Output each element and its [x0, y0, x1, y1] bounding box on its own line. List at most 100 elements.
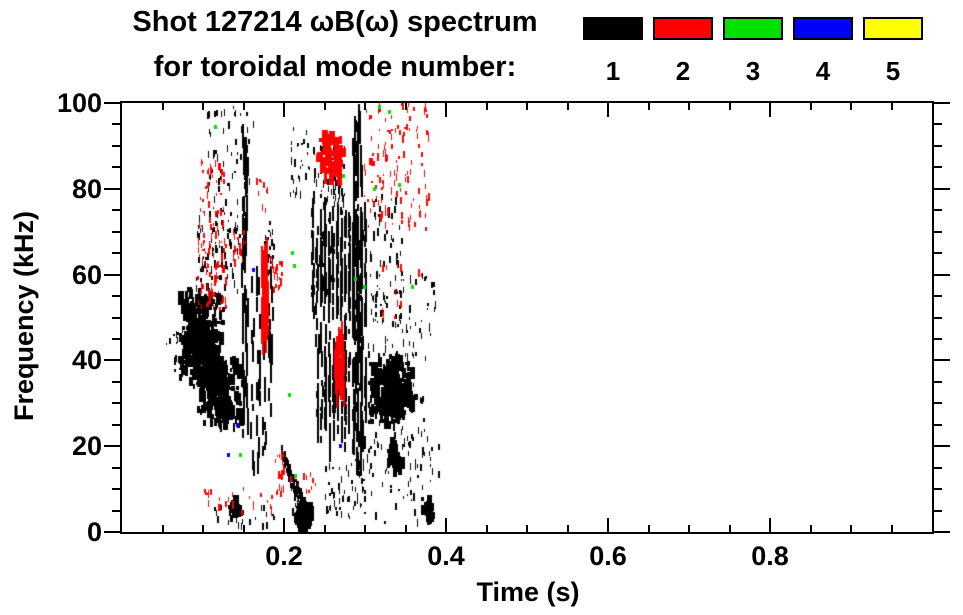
y-axis-title: Frequency (kHz) — [9, 210, 39, 422]
x-major-tick — [769, 518, 771, 532]
y-minor-tick-right — [934, 123, 942, 125]
legend-label-mode-2: 2 — [675, 56, 691, 86]
y-minor-tick-right — [934, 424, 942, 426]
legend-swatch-mode-4 — [793, 17, 853, 40]
y-minor-tick — [112, 510, 120, 512]
x-tick-label-0.4: 0.4 — [427, 541, 465, 571]
y-minor-tick — [112, 467, 120, 469]
y-minor-tick — [112, 488, 120, 490]
y-minor-tick — [112, 338, 120, 340]
y-minor-tick-right — [934, 338, 942, 340]
y-major-tick-right — [934, 102, 950, 104]
y-minor-tick-right — [934, 295, 942, 297]
x-minor-tick — [202, 525, 204, 532]
x-tick-label-0.6: 0.6 — [589, 541, 627, 571]
x-minor-tick-top — [850, 103, 852, 110]
x-minor-tick-top — [567, 103, 569, 110]
x-tick-label-0.8: 0.8 — [751, 541, 789, 571]
x-minor-tick-top — [729, 103, 731, 110]
x-major-tick-top — [607, 103, 609, 117]
y-minor-tick — [112, 231, 120, 233]
y-minor-tick — [112, 317, 120, 319]
x-minor-tick — [526, 525, 528, 532]
y-tick-label-60: 60 — [71, 260, 102, 290]
y-minor-tick-right — [934, 209, 942, 211]
y-minor-tick — [112, 123, 120, 125]
y-minor-tick-right — [934, 252, 942, 254]
y-major-tick-right — [934, 188, 950, 190]
x-minor-tick-top — [324, 103, 326, 110]
y-minor-tick-right — [934, 166, 942, 168]
y-tick-label-100: 100 — [56, 88, 102, 118]
y-minor-tick-right — [934, 467, 942, 469]
legend-label-mode-5: 5 — [885, 56, 901, 86]
x-minor-tick — [324, 525, 326, 532]
x-minor-tick-top — [891, 103, 893, 110]
y-minor-tick-right — [934, 145, 942, 147]
x-minor-tick — [729, 525, 731, 532]
y-major-tick-right — [934, 531, 950, 533]
y-major-tick — [104, 102, 120, 104]
legend-swatch-mode-1 — [583, 17, 643, 40]
x-minor-tick-top — [648, 103, 650, 110]
legend-swatch-mode-3 — [723, 17, 783, 40]
y-minor-tick-right — [934, 510, 942, 512]
x-minor-tick — [243, 525, 245, 532]
x-minor-tick-top — [486, 103, 488, 110]
x-minor-tick — [648, 525, 650, 532]
y-tick-label-80: 80 — [71, 174, 102, 204]
chart-title-line1: Shot 127214 ωB(ω) spectrum — [132, 6, 538, 38]
x-minor-tick — [486, 525, 488, 532]
x-major-tick-top — [769, 103, 771, 117]
x-minor-tick-top — [810, 103, 812, 110]
y-minor-tick — [112, 209, 120, 211]
x-minor-tick — [405, 525, 407, 532]
y-major-tick — [104, 274, 120, 276]
x-tick-label-0.2: 0.2 — [265, 541, 303, 571]
y-tick-label-40: 40 — [71, 345, 102, 375]
y-minor-tick — [112, 252, 120, 254]
y-minor-tick — [112, 402, 120, 404]
x-minor-tick — [688, 525, 690, 532]
x-minor-tick — [162, 525, 164, 532]
legend-swatch-mode-5 — [863, 17, 923, 40]
y-minor-tick — [112, 166, 120, 168]
x-minor-tick — [810, 525, 812, 532]
y-major-tick — [104, 445, 120, 447]
y-minor-tick — [112, 295, 120, 297]
x-minor-tick-top — [526, 103, 528, 110]
y-minor-tick — [112, 145, 120, 147]
y-minor-tick-right — [934, 231, 942, 233]
x-minor-tick — [891, 525, 893, 532]
x-axis-title: Time (s) — [476, 577, 580, 607]
y-major-tick-right — [934, 359, 950, 361]
y-major-tick — [104, 188, 120, 190]
x-major-tick — [445, 518, 447, 532]
y-minor-tick-right — [934, 381, 942, 383]
spectrogram-data-canvas — [122, 103, 932, 532]
x-major-tick-top — [283, 103, 285, 117]
x-minor-tick — [364, 525, 366, 532]
y-minor-tick-right — [934, 317, 942, 319]
y-tick-label-0: 0 — [86, 517, 102, 547]
chart-title-line2: for toroidal mode number: — [153, 51, 517, 83]
y-minor-tick-right — [934, 402, 942, 404]
x-major-tick-top — [445, 103, 447, 117]
x-major-tick — [607, 518, 609, 532]
y-major-tick-right — [934, 445, 950, 447]
x-minor-tick — [567, 525, 569, 532]
x-minor-tick-top — [405, 103, 407, 110]
x-major-tick — [283, 518, 285, 532]
y-minor-tick — [112, 424, 120, 426]
y-major-tick — [104, 531, 120, 533]
y-major-tick — [104, 359, 120, 361]
y-tick-label-20: 20 — [71, 431, 102, 461]
x-minor-tick-top — [688, 103, 690, 110]
x-minor-tick-top — [162, 103, 164, 110]
y-major-tick-right — [934, 274, 950, 276]
x-minor-tick-top — [243, 103, 245, 110]
legend-label-mode-4: 4 — [815, 56, 831, 86]
y-minor-tick — [112, 381, 120, 383]
x-minor-tick-top — [364, 103, 366, 110]
